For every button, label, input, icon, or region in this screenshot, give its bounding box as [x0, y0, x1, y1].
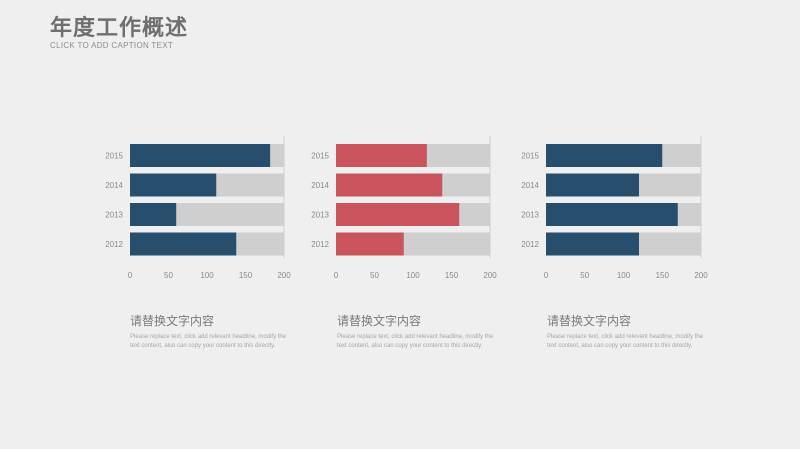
bar-chart-1: 2015 2014 2013 2012 0 50 100 150 200 — [105, 136, 291, 280]
tick-label: 150 — [445, 271, 459, 280]
bar-2015 — [546, 144, 663, 167]
caption-body: Please replace text, click add relevant … — [547, 334, 704, 349]
tick-label: 0 — [544, 271, 549, 280]
category-label: 2012 — [105, 240, 123, 249]
category-label: 2013 — [521, 211, 539, 220]
caption-title: 请替换文字内容 — [130, 314, 215, 328]
bar-chart-3: 2015 2014 2013 2012 0 50 100 150 200 — [521, 136, 708, 280]
bar-2013 — [546, 203, 678, 226]
caption-title: 请替换文字内容 — [547, 314, 632, 328]
tick-label: 200 — [483, 271, 497, 280]
category-label: 2014 — [521, 181, 539, 190]
tick-label: 50 — [370, 271, 379, 280]
category-label: 2013 — [105, 211, 123, 220]
tick-label: 200 — [694, 271, 708, 280]
bar-2012 — [336, 232, 404, 256]
bar-2014 — [130, 173, 217, 197]
bar-2013 — [336, 203, 460, 226]
bar-2013 — [130, 203, 177, 226]
tick-label: 0 — [334, 271, 339, 280]
tick-label: 100 — [617, 271, 631, 280]
bar-2012 — [130, 232, 237, 256]
tick-label: 50 — [580, 271, 589, 280]
bar-2015 — [336, 144, 427, 167]
bar-2012 — [546, 232, 639, 256]
page-title: 年度工作概述 — [50, 16, 189, 41]
category-label: 2012 — [311, 240, 329, 249]
page-subtitle: CLICK TO ADD CAPTION TEXT — [50, 41, 174, 50]
category-label: 2014 — [311, 181, 329, 190]
bar-2014 — [546, 173, 639, 197]
tick-label: 150 — [239, 271, 253, 280]
caption-2: 请替换文字内容 Please replace text, click add r… — [337, 312, 497, 351]
category-label: 2012 — [521, 240, 539, 249]
caption-1: 请替换文字内容 Please replace text, click add r… — [130, 312, 290, 351]
tick-label: 100 — [200, 271, 214, 280]
caption-3: 请替换文字内容 Please replace text, click add r… — [547, 312, 707, 351]
category-label: 2013 — [311, 211, 329, 220]
caption-title: 请替换文字内容 — [337, 314, 422, 328]
category-label: 2015 — [105, 152, 123, 161]
category-label: 2015 — [311, 152, 329, 161]
category-label: 2015 — [521, 152, 539, 161]
bar-2015 — [130, 144, 271, 167]
bar-chart-2: 2015 2014 2013 2012 0 50 100 150 200 — [311, 136, 497, 280]
tick-label: 50 — [164, 271, 173, 280]
tick-label: 0 — [128, 271, 133, 280]
tick-label: 200 — [277, 271, 291, 280]
tick-label: 150 — [656, 271, 670, 280]
caption-body: Please replace text, click add relevant … — [130, 334, 287, 349]
bar-2014 — [336, 173, 443, 197]
caption-body: Please replace text, click add relevant … — [337, 334, 494, 349]
tick-label: 100 — [406, 271, 420, 280]
category-label: 2014 — [105, 181, 123, 190]
